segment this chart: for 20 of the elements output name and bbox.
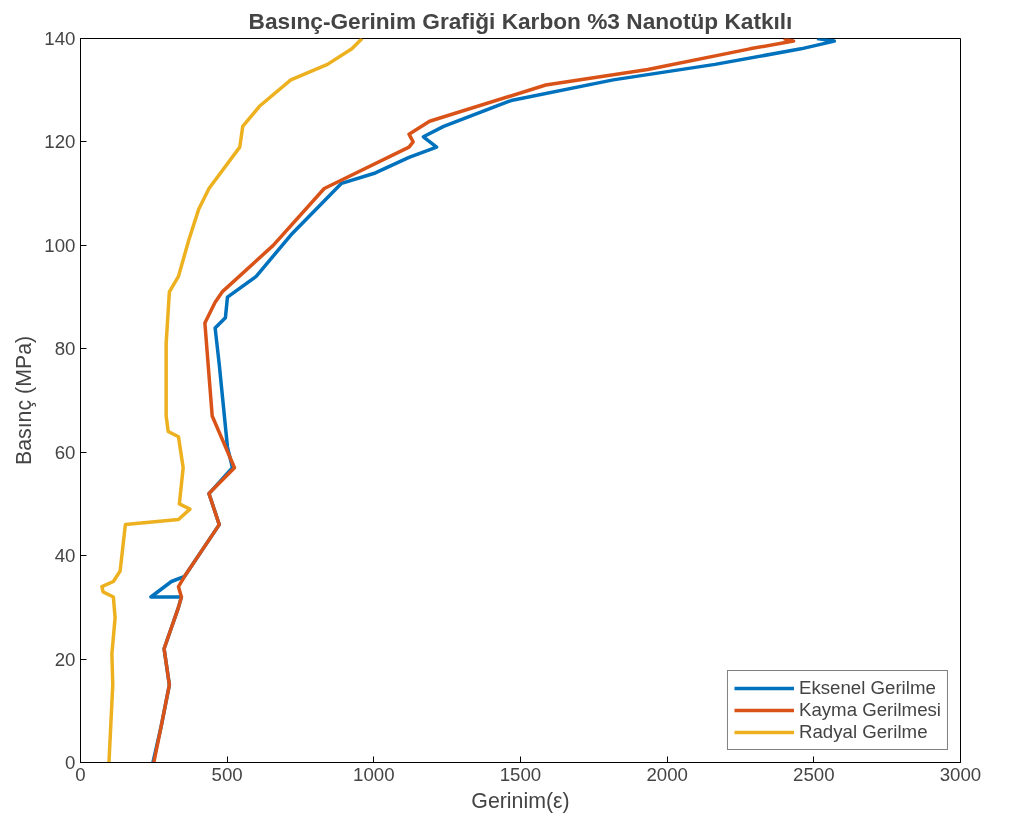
y-tick-label: 100: [44, 234, 76, 256]
x-tick-label: 3000: [939, 763, 982, 785]
line-series: [100, 38, 364, 763]
y-tick-label: 60: [54, 441, 76, 463]
chart-title: Basınç-Gerinim Grafiği Karbon %3 Nanotüp Katkılı: [248, 7, 793, 34]
x-tick-label: 1500: [499, 763, 542, 785]
legend-label: Eksenel Gerilme: [798, 677, 936, 699]
y-tick-label: 20: [54, 648, 76, 670]
y-tick-label: 40: [54, 545, 76, 567]
x-tick-label: 1000: [353, 763, 395, 785]
y-tick-label: 120: [44, 131, 76, 153]
x-tick-label: 2000: [646, 763, 688, 785]
x-tick-label: 2500: [793, 763, 835, 785]
x-axis-title: Gerinim(ε): [471, 788, 570, 813]
y-tick-label: 140: [44, 28, 76, 49]
legend-label: Radyal Gerilme: [798, 721, 928, 743]
legend-label: Kayma Gerilmesi: [798, 699, 941, 721]
x-tick-label: 500: [211, 763, 243, 785]
y-tick-label: 80: [54, 338, 76, 360]
y-axis-title: Basınç (MPa): [12, 335, 37, 466]
